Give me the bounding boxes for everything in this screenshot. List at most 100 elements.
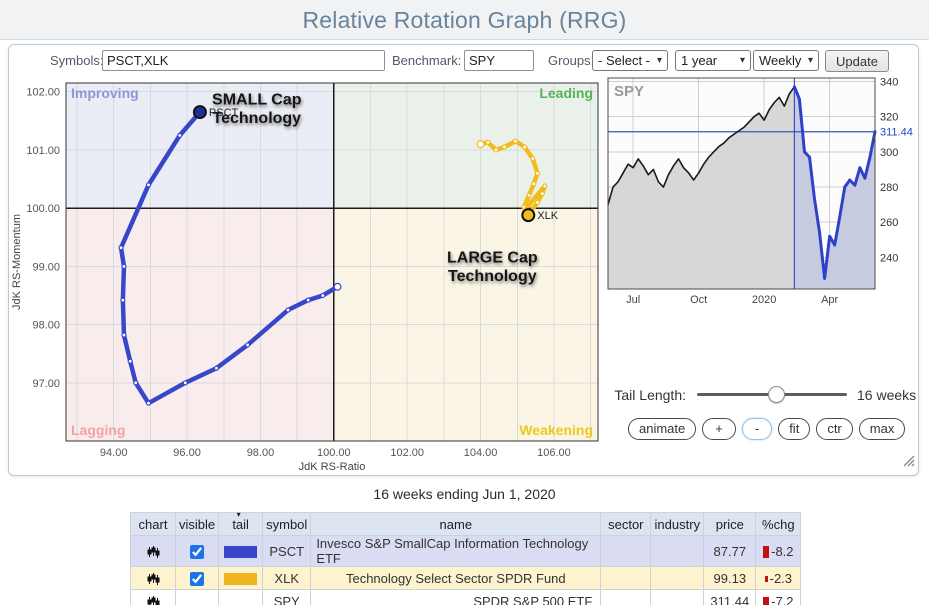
psct-tail[interactable]: PSCT xyxy=(118,105,342,406)
spy-price-line xyxy=(607,86,796,205)
visible-checkbox[interactable] xyxy=(190,544,205,559)
frequency-select[interactable]: Weekly ▾ xyxy=(753,50,819,71)
col-visible[interactable]: visible xyxy=(174,512,220,536)
svg-text:Technology: Technology xyxy=(212,110,301,127)
xlk-tail[interactable]: XLK xyxy=(476,138,559,223)
table-row-spy: SPY SPDR S&P 500 ETF 311.44 -7.2 xyxy=(130,589,802,605)
svg-text:Apr: Apr xyxy=(821,294,838,306)
svg-text:LARGE Cap: LARGE Cap xyxy=(447,249,538,266)
groups-label: Groups: xyxy=(548,53,595,68)
svg-text:240: 240 xyxy=(880,252,898,264)
page-title: Relative Rotation Graph (RRG) xyxy=(302,7,627,33)
x-axis-title: JdK RS-Ratio xyxy=(299,461,366,473)
industry-cell xyxy=(650,566,705,590)
col-sector[interactable]: sector xyxy=(600,512,652,536)
resize-handle-icon[interactable] xyxy=(900,452,916,468)
groups-select[interactable]: - Select - ▾ xyxy=(592,50,668,71)
tail-period-caption: 16 weeks ending Jun 1, 2020 xyxy=(373,486,556,502)
rrg-axis-ticks: 94.00 96.00 98.00 100.00 102.00 104.00 106.00 9… xyxy=(26,87,570,459)
psct-marker[interactable] xyxy=(192,105,207,120)
name-cell: SPDR S&P 500 ETF xyxy=(310,589,602,605)
zoom-out-button[interactable]: - xyxy=(741,418,773,440)
col-chart[interactable]: chart xyxy=(130,512,176,536)
benchmark-input[interactable] xyxy=(464,50,534,71)
svg-text:102.00: 102.00 xyxy=(26,87,60,99)
col-name[interactable]: name xyxy=(310,512,602,536)
table-row-xlk: XLK Technology Select Sector SPDR Fund 9… xyxy=(130,566,802,590)
current-price-label: 311.44 xyxy=(880,127,913,139)
sector-cell xyxy=(600,589,652,605)
svg-text:94.00: 94.00 xyxy=(100,447,128,459)
visible-checkbox[interactable] xyxy=(190,571,205,586)
svg-text:Leading: Leading xyxy=(539,85,593,101)
pct-change-cell: -8.2 xyxy=(755,535,802,567)
symbol-cell: XLK xyxy=(262,566,312,590)
table-header-row: chart visible ▾ tail symbol name sector i… xyxy=(130,510,802,536)
animate-button[interactable]: animate xyxy=(628,418,697,440)
svg-text:98.00: 98.00 xyxy=(32,320,60,332)
name-cell: Invesco S&P SmallCap Information Technol… xyxy=(310,535,602,567)
symbol-cell: PSCT xyxy=(262,535,312,567)
col-tail[interactable]: ▾ tail xyxy=(218,510,264,536)
col-symbol[interactable]: symbol xyxy=(262,512,312,536)
svg-text:Oct: Oct xyxy=(690,294,707,306)
candlestick-chart-icon[interactable] xyxy=(147,543,160,558)
spy-tail-area xyxy=(794,86,875,289)
tail-length-control: Tail Length: 16 weeks xyxy=(600,384,920,406)
quadrant-labels: Improving Leading Lagging Weakening xyxy=(71,85,593,438)
y-axis-title: JdK RS-Momentum xyxy=(11,214,23,310)
industry-cell xyxy=(650,535,705,567)
tail-length-slider[interactable] xyxy=(697,384,847,406)
app-header: Relative Rotation Graph (RRG) xyxy=(0,0,929,40)
psct-marker-label: PSCT xyxy=(209,107,239,119)
symbols-label: Symbols: xyxy=(50,53,104,68)
benchmark-chart[interactable]: 240 260 280 300 320 340 311.44 Jul Oct 2020 Apr SPY xyxy=(604,75,922,313)
rrg-chart[interactable]: Improving Leading Lagging Weakening 94.00 96.… xyxy=(6,78,610,476)
svg-text:Weakening: Weakening xyxy=(519,422,593,438)
period-select[interactable]: 1 year ▾ xyxy=(675,50,751,71)
col-industry[interactable]: industry xyxy=(650,512,705,536)
slider-handle[interactable] xyxy=(767,386,785,403)
svg-text:97.00: 97.00 xyxy=(32,378,60,390)
symbol-table: chart visible ▾ tail symbol name sector i… xyxy=(130,510,802,605)
spy-tail-line xyxy=(792,85,877,280)
col-price[interactable]: price xyxy=(703,512,757,536)
update-button[interactable]: Update xyxy=(825,50,889,72)
center-button[interactable]: ctr xyxy=(816,418,853,440)
xlk-marker[interactable] xyxy=(521,208,536,223)
col-pctchg[interactable]: %chg xyxy=(755,512,802,536)
max-button[interactable]: max xyxy=(858,418,906,440)
table-row-psct: PSCT Invesco S&P SmallCap Information Te… xyxy=(130,535,802,567)
candlestick-chart-icon[interactable] xyxy=(147,570,160,585)
svg-text:2020: 2020 xyxy=(752,294,776,306)
pct-change-bar xyxy=(763,596,770,605)
svg-text:102.00: 102.00 xyxy=(390,447,424,459)
rrg-plot-border xyxy=(65,82,599,442)
pct-change-cell: -7.2 xyxy=(755,589,802,605)
svg-text:Lagging: Lagging xyxy=(71,422,125,438)
pct-change-bar xyxy=(764,576,768,582)
annotation-large-cap[interactable]: LARGE Cap Technology xyxy=(447,249,538,285)
svg-text:101.00: 101.00 xyxy=(26,145,60,157)
svg-text:280: 280 xyxy=(880,182,898,194)
spy-plot-border xyxy=(607,77,876,290)
svg-text:320: 320 xyxy=(880,112,898,124)
candlestick-chart-icon[interactable] xyxy=(147,593,160,605)
zoom-in-button[interactable]: + xyxy=(702,418,736,440)
sort-caret-icon: ▾ xyxy=(236,510,241,519)
svg-text:SMALL Cap: SMALL Cap xyxy=(212,92,302,109)
svg-text:106.00: 106.00 xyxy=(537,447,571,459)
svg-text:96.00: 96.00 xyxy=(173,447,201,459)
fit-button[interactable]: fit xyxy=(778,418,811,440)
tail-color-swatch xyxy=(224,573,258,586)
symbols-input[interactable] xyxy=(102,50,385,71)
chevron-down-icon: ▾ xyxy=(656,55,662,66)
rrg-center-lines xyxy=(66,83,598,441)
xlk-marker-label: XLK xyxy=(537,210,558,222)
svg-text:340: 340 xyxy=(880,77,898,89)
svg-text:100.00: 100.00 xyxy=(26,203,60,215)
svg-text:260: 260 xyxy=(880,217,898,229)
name-cell: Technology Select Sector SPDR Fund xyxy=(310,566,602,590)
